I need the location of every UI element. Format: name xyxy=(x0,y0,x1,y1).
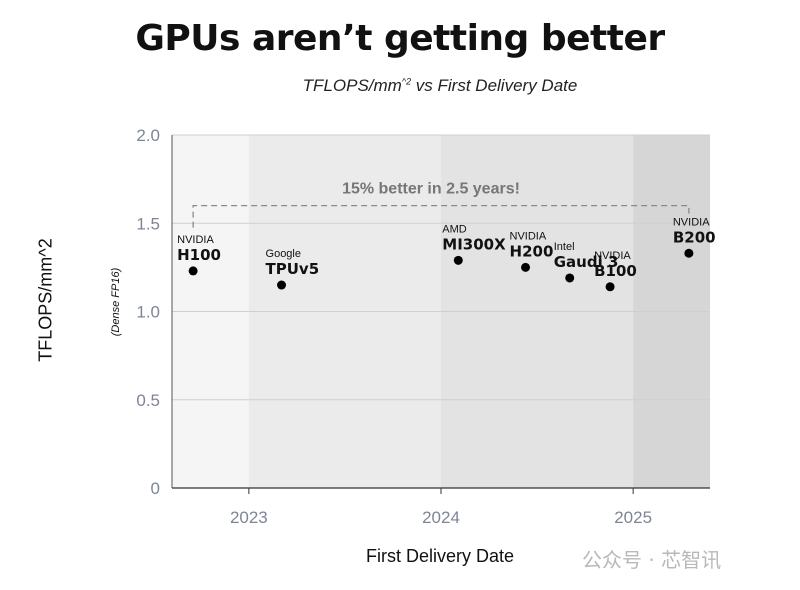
annotation-label: 15% better in 2.5 years! xyxy=(342,181,520,198)
data-point xyxy=(605,282,615,292)
point-name-label: TPUv5 xyxy=(266,260,320,278)
watermark: 公众号 · 芯智讯 xyxy=(582,548,722,572)
point-vendor-label: Intel xyxy=(554,241,575,253)
point-name-label: B100 xyxy=(594,262,637,280)
data-point xyxy=(684,248,694,258)
y-tick-label: 0 xyxy=(151,479,160,498)
point-vendor-label: NVIDIA xyxy=(594,250,631,262)
y-tick-label: 1.5 xyxy=(136,214,160,233)
x-tick-label: 2025 xyxy=(614,508,652,527)
point-name-label: H200 xyxy=(510,242,554,260)
data-point xyxy=(565,273,575,283)
data-point xyxy=(453,255,463,265)
point-vendor-label: Google xyxy=(266,248,301,260)
x-axis-label: First Delivery Date xyxy=(365,546,515,566)
point-vendor-label: AMD xyxy=(442,223,467,235)
data-point xyxy=(277,280,287,290)
point-vendor-label: NVIDIA xyxy=(673,216,710,228)
point-name-label: Gaudi 3 xyxy=(554,253,619,271)
annotation-bracket xyxy=(192,204,690,228)
y-tick-label: 2.0 xyxy=(136,126,160,145)
x-tick-label: 2023 xyxy=(230,508,268,527)
point-name-label: H100 xyxy=(177,246,221,264)
point-vendor-label: NVIDIA xyxy=(510,230,547,242)
point-name-label: MI300X xyxy=(442,235,506,253)
chart-title: GPUs aren’t getting better xyxy=(135,18,665,59)
y-axis-note: (Dense FP16) xyxy=(110,267,122,337)
chart-subtitle: TFLOPS/mm^2 vs First Delivery Date xyxy=(302,76,578,95)
y-tick-label: 1.0 xyxy=(136,303,160,322)
data-point xyxy=(188,266,198,276)
y-axis-label: TFLOPS/mm^2 xyxy=(35,238,56,362)
point-vendor-label: NVIDIA xyxy=(177,234,214,246)
point-name-label: B200 xyxy=(673,228,716,246)
y-tick-label: 0.5 xyxy=(136,391,160,410)
x-tick-label: 2024 xyxy=(422,508,460,527)
data-point xyxy=(521,262,531,272)
